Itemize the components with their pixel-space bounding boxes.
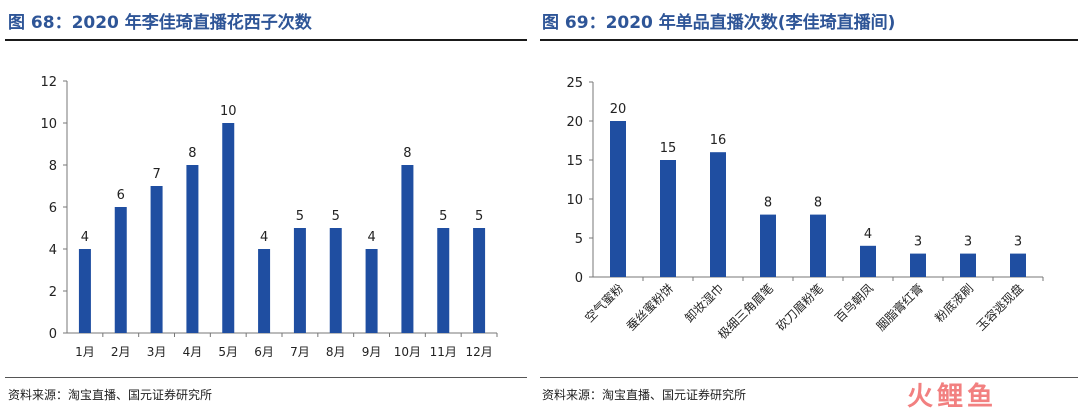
figure-68-bar (329, 228, 342, 333)
figure-68-category-label: 1月 (75, 345, 95, 359)
figure-68-value-label: 4 (367, 230, 375, 245)
figure-68-category-label: 4月 (183, 345, 203, 359)
figure-68-category-label: 3月 (147, 345, 167, 359)
figure-68-bar (186, 165, 199, 333)
figure-69-value-label: 15 (660, 141, 677, 156)
figure-69-category-label: 蚕丝蜜粉饼 (623, 281, 676, 334)
figure-69-value-label: 3 (964, 235, 972, 250)
figure-69-panel: 图 69：2020 年单品直播次数(李佳琦直播间) 0 5 10 15 20 25 20 空气… (530, 0, 1080, 412)
figure-69-category-label: 砍刀眉粉笔 (773, 281, 826, 334)
figure-69-bar (710, 152, 726, 277)
figure-69-category-label: 胭脂膏红膏 (873, 281, 926, 334)
figure-68-y-tick-label: 4 (49, 243, 57, 258)
figure-69-y-tick-label: 10 (566, 193, 583, 208)
figure-69-bar (610, 121, 626, 277)
figure-68-bar (258, 249, 271, 333)
figure-69-bar (860, 245, 876, 277)
figure-68-panel: 图 68：2020 年李佳琦直播花西子次数 0 2 4 6 8 10 12 4 1月 6 2月 7 3月… (0, 0, 530, 412)
figure-68-category-label: 5月 (218, 345, 238, 359)
figure-69-bar (660, 160, 676, 277)
figure-68-category-label: 9月 (362, 345, 382, 359)
figure-68-value-label: 5 (332, 209, 340, 224)
figure-68-value-label: 4 (260, 230, 268, 245)
figure-68-bar (401, 165, 414, 333)
figure-68-bar (473, 228, 486, 333)
figure-68-y-tick-label: 2 (49, 285, 57, 300)
figure-68-value-label: 5 (475, 209, 483, 224)
figure-68-bar (222, 123, 235, 333)
figure-69-category-label: 玉容逃现盘 (973, 281, 1026, 334)
figure-69-y-tick-label: 25 (566, 76, 583, 91)
figure-69-value-label: 20 (610, 102, 627, 117)
figure-69-y-tick-label: 15 (566, 154, 583, 169)
figure-68-value-label: 4 (81, 230, 89, 245)
figure-68-bar (437, 228, 450, 333)
figure-69-bar-chart: 051015202520空气蜜粉15蚕丝蜜粉饼16卸妆湿巾8极细三角眉笔8砍刀眉… (566, 76, 1044, 342)
figure-69-value-label: 4 (864, 227, 872, 242)
figure-68-title: 图 68：2020 年李佳琦直播花西子次数 (8, 13, 312, 33)
figure-68-value-label: 8 (188, 146, 196, 161)
figure-69-bar (910, 253, 926, 277)
figure-69-bottom-rule (540, 377, 1078, 378)
figure-69-value-label: 8 (814, 196, 822, 211)
figure-68-y-tick-label: 6 (49, 201, 57, 216)
figure-68-value-label: 5 (296, 209, 304, 224)
figure-69-value-label: 16 (710, 133, 727, 148)
figure-69-category-label: 卸妆湿巾 (682, 281, 727, 326)
figure-68-y-tick-label: 8 (49, 159, 57, 174)
figure-69-top-rule (540, 39, 1078, 41)
figure-68-value-label: 5 (439, 209, 447, 224)
watermark-logo: 火鲤鱼 (907, 382, 997, 410)
figure-69-value-label: 3 (1014, 235, 1022, 250)
figure-68-category-label: 12月 (465, 345, 492, 359)
figure-68-bar (114, 207, 127, 333)
figure-68-value-label: 10 (220, 104, 237, 119)
figure-69-y-tick-label: 20 (566, 115, 583, 130)
figure-69-y-tick-label: 5 (575, 232, 583, 247)
figure-68-category-label: 10月 (394, 345, 421, 359)
figure-68-source: 资料来源：淘宝直播、国元证券研究所 (8, 388, 213, 402)
figure-68-y-tick-label: 12 (40, 75, 57, 90)
figure-69-title: 图 69：2020 年单品直播次数(李佳琦直播间) (542, 13, 896, 33)
figure-69-value-label: 3 (914, 235, 922, 250)
figure-69-category-label: 空气蜜粉 (582, 281, 627, 326)
figure-69-bar (1010, 253, 1026, 277)
figure-68-category-label: 7月 (290, 345, 310, 359)
figure-68-bar (78, 249, 91, 333)
figure-68-value-label: 8 (403, 146, 411, 161)
figure-68-y-tick-label: 0 (49, 327, 57, 342)
figure-68-bar (365, 249, 378, 333)
figure-68-category-label: 6月 (254, 345, 274, 359)
figure-69-y-tick-label: 0 (575, 271, 583, 286)
figure-68-category-label: 2月 (111, 345, 131, 359)
figure-69-category-label: 粉底液刷 (932, 281, 977, 326)
watermark-text: 火鲤鱼 (907, 382, 997, 410)
figure-69-value-label: 8 (764, 196, 772, 211)
figure-69-bar (960, 253, 976, 277)
figure-68-bar (293, 228, 306, 333)
figure-68-value-label: 6 (117, 188, 125, 203)
figure-68-y-tick-label: 10 (40, 117, 57, 132)
figure-68-top-rule (5, 39, 527, 41)
figure-69-bar (760, 214, 776, 277)
figure-68-bar-chart: 0 2 4 6 8 10 12 4 1月 6 2月 7 3月 8 4月 10 5月 4 6月 5 7月 5 8月 4 9月 8 10… (40, 75, 498, 359)
figure-68-category-label: 8月 (326, 345, 346, 359)
figure-68-bottom-rule (5, 377, 527, 378)
figure-69-category-label: 百鸟朝凤 (832, 281, 877, 326)
figure-69-bar (810, 214, 826, 277)
figure-68-category-label: 11月 (430, 345, 457, 359)
figure-68-value-label: 7 (152, 167, 160, 182)
figure-68-bar (150, 186, 163, 333)
figure-69-source: 资料来源：淘宝直播、国元证券研究所 (542, 388, 747, 402)
